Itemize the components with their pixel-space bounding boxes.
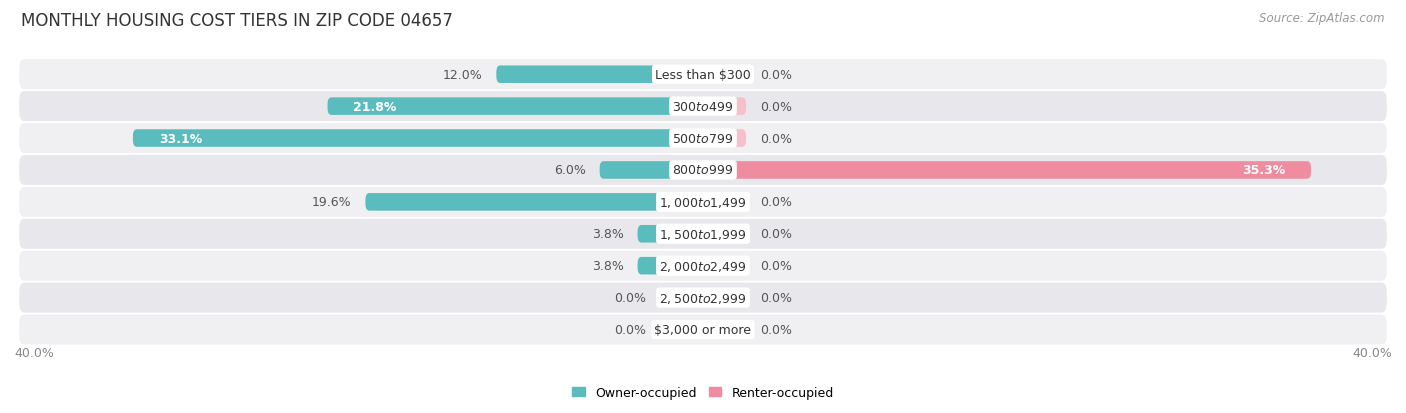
FancyBboxPatch shape bbox=[134, 130, 703, 147]
Text: 40.0%: 40.0% bbox=[14, 346, 53, 359]
FancyBboxPatch shape bbox=[599, 162, 703, 179]
Text: $800 to $999: $800 to $999 bbox=[672, 164, 734, 177]
Text: 0.0%: 0.0% bbox=[614, 323, 647, 336]
Text: 12.0%: 12.0% bbox=[443, 69, 482, 81]
FancyBboxPatch shape bbox=[20, 219, 1386, 249]
Text: 0.0%: 0.0% bbox=[759, 100, 792, 113]
FancyBboxPatch shape bbox=[20, 92, 1386, 122]
FancyBboxPatch shape bbox=[703, 66, 747, 84]
FancyBboxPatch shape bbox=[20, 156, 1386, 185]
Text: 0.0%: 0.0% bbox=[759, 292, 792, 304]
Text: 0.0%: 0.0% bbox=[759, 228, 792, 241]
Text: $2,000 to $2,499: $2,000 to $2,499 bbox=[659, 259, 747, 273]
Text: Less than $300: Less than $300 bbox=[655, 69, 751, 81]
FancyBboxPatch shape bbox=[703, 130, 747, 147]
FancyBboxPatch shape bbox=[703, 321, 747, 339]
Text: 3.8%: 3.8% bbox=[592, 228, 624, 241]
FancyBboxPatch shape bbox=[20, 124, 1386, 154]
Text: $2,500 to $2,999: $2,500 to $2,999 bbox=[659, 291, 747, 305]
FancyBboxPatch shape bbox=[20, 60, 1386, 90]
FancyBboxPatch shape bbox=[20, 188, 1386, 217]
FancyBboxPatch shape bbox=[637, 257, 703, 275]
FancyBboxPatch shape bbox=[703, 289, 747, 306]
Text: 3.8%: 3.8% bbox=[592, 259, 624, 273]
FancyBboxPatch shape bbox=[659, 289, 703, 306]
FancyBboxPatch shape bbox=[703, 194, 747, 211]
FancyBboxPatch shape bbox=[20, 283, 1386, 313]
Text: 0.0%: 0.0% bbox=[759, 69, 792, 81]
Text: 0.0%: 0.0% bbox=[614, 292, 647, 304]
FancyBboxPatch shape bbox=[328, 98, 703, 116]
FancyBboxPatch shape bbox=[659, 321, 703, 339]
Text: 6.0%: 6.0% bbox=[554, 164, 586, 177]
Text: $1,000 to $1,499: $1,000 to $1,499 bbox=[659, 195, 747, 209]
Text: 21.8%: 21.8% bbox=[353, 100, 396, 113]
Text: MONTHLY HOUSING COST TIERS IN ZIP CODE 04657: MONTHLY HOUSING COST TIERS IN ZIP CODE 0… bbox=[21, 12, 453, 30]
Text: 40.0%: 40.0% bbox=[1353, 346, 1392, 359]
Text: 35.3%: 35.3% bbox=[1241, 164, 1285, 177]
FancyBboxPatch shape bbox=[496, 66, 703, 84]
Text: 33.1%: 33.1% bbox=[159, 132, 202, 145]
FancyBboxPatch shape bbox=[703, 257, 747, 275]
FancyBboxPatch shape bbox=[703, 162, 1310, 179]
Legend: Owner-occupied, Renter-occupied: Owner-occupied, Renter-occupied bbox=[568, 381, 838, 404]
Text: 19.6%: 19.6% bbox=[312, 196, 352, 209]
FancyBboxPatch shape bbox=[637, 225, 703, 243]
Text: 0.0%: 0.0% bbox=[759, 196, 792, 209]
FancyBboxPatch shape bbox=[20, 315, 1386, 345]
Text: Source: ZipAtlas.com: Source: ZipAtlas.com bbox=[1260, 12, 1385, 25]
Text: $3,000 or more: $3,000 or more bbox=[655, 323, 751, 336]
Text: 0.0%: 0.0% bbox=[759, 132, 792, 145]
FancyBboxPatch shape bbox=[366, 194, 703, 211]
FancyBboxPatch shape bbox=[703, 98, 747, 116]
Text: $1,500 to $1,999: $1,500 to $1,999 bbox=[659, 227, 747, 241]
Text: $500 to $799: $500 to $799 bbox=[672, 132, 734, 145]
FancyBboxPatch shape bbox=[20, 251, 1386, 281]
Text: $300 to $499: $300 to $499 bbox=[672, 100, 734, 113]
Text: 0.0%: 0.0% bbox=[759, 323, 792, 336]
Text: 0.0%: 0.0% bbox=[759, 259, 792, 273]
FancyBboxPatch shape bbox=[703, 225, 747, 243]
